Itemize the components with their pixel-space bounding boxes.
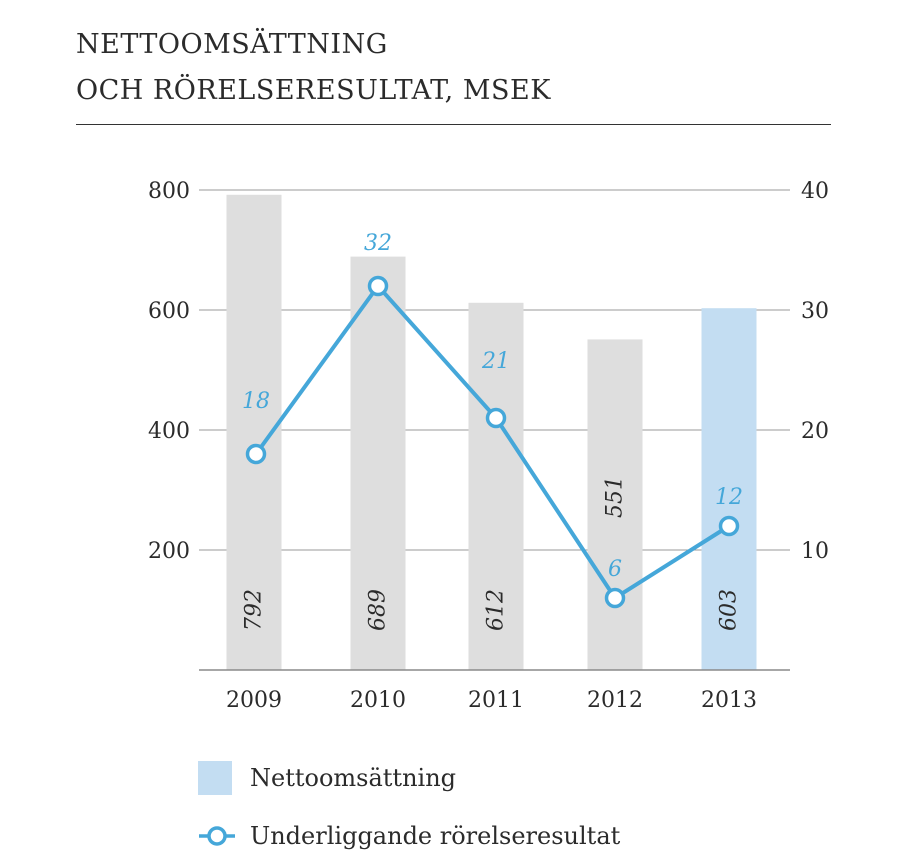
- bar: [350, 256, 406, 670]
- y-right-tick-label: 40: [801, 179, 829, 204]
- chart-title: NETTOOMSÄTTNING OCH RÖRELSERESULTAT, MSE…: [76, 22, 551, 114]
- x-tick-label: 2012: [587, 688, 643, 713]
- x-tick-label: 2009: [226, 688, 282, 713]
- x-tick-label: 2011: [468, 688, 524, 713]
- y-right-tick-label: 10: [801, 539, 829, 564]
- line-point: [367, 275, 389, 297]
- bar: [587, 339, 643, 670]
- legend-swatch-bar: [198, 761, 232, 795]
- bar: [468, 302, 524, 670]
- line-point: [718, 515, 740, 537]
- bar: [701, 308, 757, 670]
- line-value-label: 32: [364, 231, 392, 256]
- chart-title-line-2: OCH RÖRELSERESULTAT, MSEK: [76, 75, 551, 106]
- y-right-tick-label: 30: [801, 299, 829, 324]
- legend-label-bar: Nettoomsättning: [250, 764, 457, 792]
- y-left-tick-label: 800: [148, 179, 190, 204]
- legend-line-marker-icon: [199, 826, 235, 846]
- legend-label-line: Underliggande rörelseresultat: [250, 822, 621, 850]
- y-left-tick-label: 400: [148, 419, 190, 444]
- line-point: [485, 407, 507, 429]
- chart-title-line-1: NETTOOMSÄTTNING: [76, 29, 388, 60]
- x-tick-label: 2013: [701, 688, 757, 713]
- line-value-label: 12: [715, 485, 743, 510]
- bar-value-label: 689: [366, 589, 391, 631]
- y-right-tick-label: 20: [801, 419, 829, 444]
- bar-value-label: 603: [717, 589, 742, 631]
- y-left-tick-label: 600: [148, 299, 190, 324]
- line-value-label: 21: [481, 349, 510, 374]
- line-value-label: 6: [608, 557, 622, 582]
- line-value-label: 18: [242, 389, 270, 414]
- x-tick-label: 2010: [350, 688, 406, 713]
- y-left-tick-label: 200: [148, 539, 190, 564]
- title-divider: [76, 124, 831, 125]
- legend-item-line: Underliggande rörelseresultat: [198, 822, 620, 850]
- legend-item-bar: Nettoomsättning: [198, 761, 456, 795]
- bar-value-label: 612: [484, 589, 509, 631]
- bar-value-label: 792: [242, 589, 267, 631]
- line-point: [604, 587, 626, 609]
- line-point: [245, 443, 267, 465]
- bar-value-label: 551: [603, 476, 628, 518]
